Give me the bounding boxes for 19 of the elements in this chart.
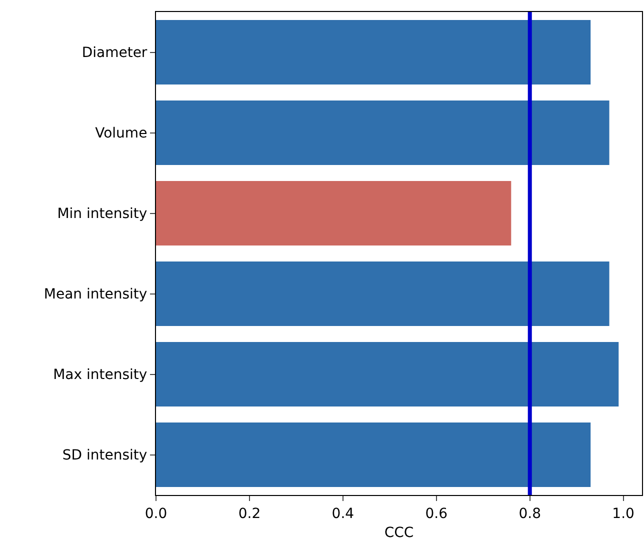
y-tick-label: Mean intensity [44,286,148,303]
x-tick-label: 0.2 [238,506,261,522]
y-tick-label: Min intensity [57,206,148,222]
x-tick-label: 0.8 [518,506,541,522]
y-tick-label: Diameter [82,45,148,62]
y-tick-label: Max intensity [53,367,148,384]
x-tick-label: 0.4 [332,506,354,522]
bar [156,181,512,246]
bar [156,262,610,326]
x-tick-label: 0.6 [425,506,448,522]
bar [156,422,591,487]
x-axis-title: CCC [384,525,414,542]
bar [156,342,619,406]
y-tick-label: SD intensity [62,448,148,464]
bar [156,100,610,165]
y-tick-label: Volume [95,126,148,142]
bar [156,20,591,84]
x-tick-label: 1.0 [612,506,634,522]
x-tick-label: 0.0 [144,506,168,522]
